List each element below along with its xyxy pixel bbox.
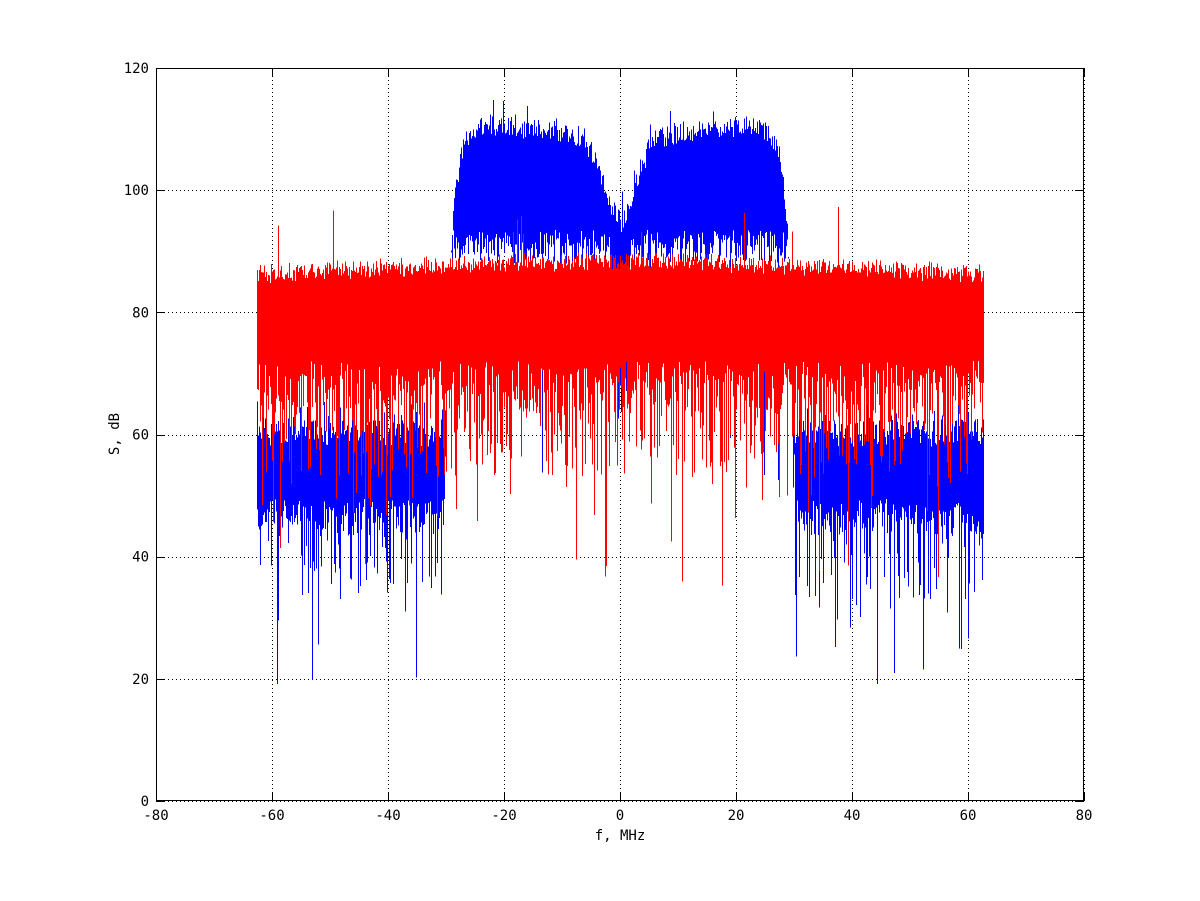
series-ofdm-signal-spectrum	[257, 100, 984, 685]
y-tick-label: 0	[141, 794, 149, 810]
x-tick-label: -60	[259, 808, 284, 824]
x-tick-label: -80	[143, 808, 168, 824]
y-tick-label: 40	[132, 550, 149, 566]
x-tick-label: 0	[616, 808, 624, 824]
y-tick-label: 60	[132, 428, 149, 444]
y-tick-label: 20	[132, 672, 149, 688]
x-axis-label: f, MHz	[595, 828, 646, 844]
x-tick-label: -20	[491, 808, 516, 824]
y-tick-label: 80	[132, 305, 149, 321]
x-tick-label: -40	[375, 808, 400, 824]
y-tick-label: 120	[124, 61, 149, 77]
x-tick-label: 20	[728, 808, 745, 824]
x-tick-label: 80	[1076, 808, 1093, 824]
y-axis-label: S, dB	[107, 413, 123, 455]
series-flat-reference-spectrum	[257, 207, 984, 586]
y-tick-label: 100	[124, 183, 149, 199]
x-tick-label: 60	[960, 808, 977, 824]
x-tick-label: 40	[844, 808, 861, 824]
